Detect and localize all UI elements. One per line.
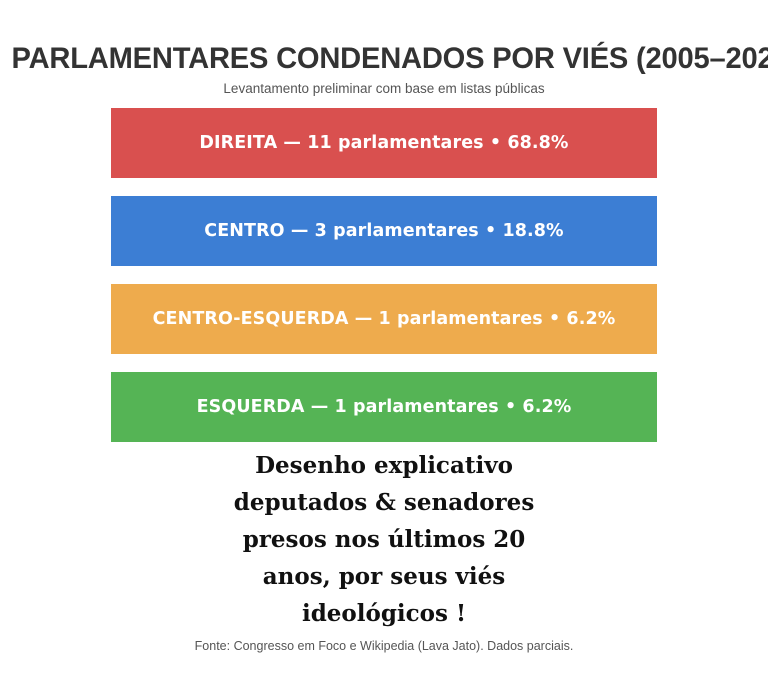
caption-line-5: ideológicos ! [301, 600, 467, 627]
caption-line-2: deputados & senadores [233, 489, 535, 516]
bar-row-centro-esquerda: CENTRO-ESQUERDA — 1 parlamentares • 6.2% [111, 284, 657, 354]
bar-label-centro-esquerda: CENTRO-ESQUERDA — 1 parlamentares • 6.2% [152, 309, 616, 329]
page-title: PARLAMENTARES CONDENADOS POR VIÉS (2005–… [11, 42, 768, 75]
bar-chart: DIREITA — 11 parlamentares • 68.8% CENTR… [111, 108, 657, 442]
bar-row-esquerda: ESQUERDA — 1 parlamentares • 6.2% [111, 372, 657, 442]
caption-line-3: presos nos últimos 20 [242, 526, 526, 553]
bar-label-esquerda: ESQUERDA — 1 parlamentares • 6.2% [196, 397, 572, 417]
page-subtitle: Levantamento preliminar com base em list… [223, 81, 545, 96]
bar-label-direita: DIREITA — 11 parlamentares • 68.8% [199, 133, 569, 153]
bar-row-direita: DIREITA — 11 parlamentares • 68.8% [111, 108, 657, 178]
source-note: Fonte: Congresso em Foco e Wikipedia (La… [194, 639, 574, 653]
caption-line-1: Desenho explicativo [255, 452, 513, 479]
bar-label-centro: CENTRO — 3 parlamentares • 18.8% [204, 221, 564, 241]
caption-line-4: anos, por seus viés [262, 563, 506, 590]
caption-block: Desenho explicativo deputados & senadore… [0, 447, 768, 632]
bar-row-centro: CENTRO — 3 parlamentares • 18.8% [111, 196, 657, 266]
